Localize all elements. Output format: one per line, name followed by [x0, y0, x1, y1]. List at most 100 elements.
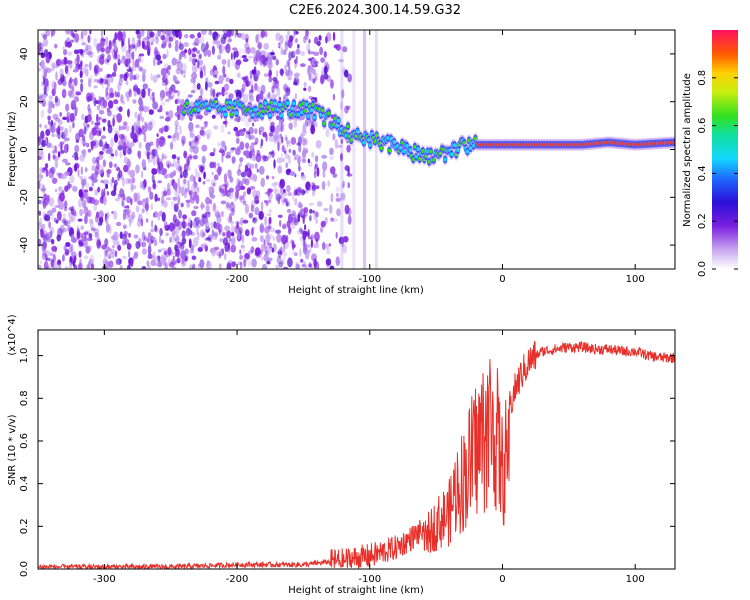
spectrogram-cell [213, 147, 216, 153]
spectrogram-cell [96, 239, 102, 249]
spectrogram-cell [221, 140, 226, 148]
spectrogram-cell [290, 136, 297, 145]
spectrogram-cell [184, 33, 189, 39]
spectrogram-cell [111, 176, 115, 184]
spectrogram-cell [108, 260, 114, 268]
spectrogram-cell [273, 159, 276, 169]
spectrogram-cell [259, 250, 263, 255]
spectrogram-cell [41, 223, 46, 230]
spectrogram-cell [172, 74, 177, 82]
spectrogram-cell [66, 143, 69, 153]
spectrogram-cell [143, 178, 147, 188]
spectrogram-cell [139, 110, 142, 120]
spectrogram-cell [71, 82, 75, 93]
spectrogram-cell [271, 175, 275, 180]
spectrogram-cell [158, 136, 164, 147]
spectrogram-cell [252, 53, 256, 62]
spectrogram-cell [41, 241, 46, 252]
spectrogram-cell [241, 233, 245, 244]
spectrogram-cell [121, 55, 126, 60]
spectrogram-cell [221, 248, 225, 255]
spectrogram-cell [172, 255, 175, 261]
spectrogram-cell [198, 59, 204, 66]
ridge-peak [266, 105, 271, 110]
spectrogram-cell [315, 211, 319, 218]
spectrogram-cell [295, 264, 300, 269]
spectrogram-cell [70, 233, 75, 243]
spectrogram-cell [320, 74, 325, 85]
spectrogram-cell [66, 60, 73, 65]
spectrogram-cell [122, 55, 126, 59]
ridge-peak [285, 101, 290, 106]
spectrogram-cell [268, 132, 274, 137]
spectrogram-cell [213, 69, 219, 75]
spectrogram-cell [248, 89, 254, 93]
spectrogram-cell [135, 205, 140, 213]
spectrogram-cell [98, 95, 102, 101]
spectrogram-cell [179, 167, 183, 176]
spectrogram-cell [45, 82, 49, 88]
spectrogram-cell [245, 130, 251, 135]
spectrogram-cell [222, 231, 226, 237]
spectrogram-cell [223, 73, 227, 78]
spectrogram-cell [85, 68, 89, 77]
spectrogram-cell [61, 190, 65, 196]
spectrogram-cell [267, 56, 273, 64]
spectrogram-cell [254, 82, 258, 91]
spectrogram-cell [281, 122, 285, 132]
ridge-peak [368, 143, 373, 148]
spectrogram-cell [267, 191, 273, 201]
spectrogram-cell [299, 63, 306, 68]
spectrogram-cell [217, 142, 222, 147]
spectrogram-cell [190, 244, 195, 251]
spectrogram-cell [118, 106, 123, 113]
spectrogram-cell [130, 131, 135, 139]
spectrogram-cell [203, 69, 206, 77]
spectrogram-cell [300, 50, 306, 57]
spectrogram-cell [115, 167, 121, 172]
spectrogram-cell [342, 235, 349, 243]
spectrogram-cell [208, 30, 212, 34]
spectrogram-cell [71, 78, 74, 83]
spectrogram-cell [156, 133, 159, 138]
spectrogram-cell [180, 69, 183, 76]
snr-y-multiplier: (x10^4) [7, 314, 18, 355]
spectrogram-cell [180, 232, 186, 238]
spectrogram-cell [66, 41, 72, 48]
spectrogram-cell [286, 60, 290, 68]
spectrogram-cell [264, 216, 267, 226]
spectrogram-cell [230, 225, 235, 233]
spectrogram-cell [285, 200, 289, 207]
spectrogram-cell [151, 37, 156, 43]
spectrogram-cell [286, 168, 292, 173]
spectrogram-cell [260, 31, 264, 39]
spectrogram-cell [52, 103, 55, 109]
spectrogram-cell [281, 224, 287, 230]
spectrogram-cell [118, 139, 125, 148]
spectrogram-cell [230, 231, 235, 237]
spectrogram-cell [145, 142, 151, 151]
spectrogram-cell [113, 99, 119, 105]
spectrogram-cell [123, 164, 129, 173]
spectrogram-cell [325, 258, 332, 266]
spectrogram-cell [191, 255, 197, 261]
spectrogram-cell [133, 90, 137, 97]
ridge-peak [672, 140, 675, 145]
spectrogram-cell [294, 157, 297, 161]
spectrogram-cell [227, 249, 231, 253]
spectrogram-cell [309, 208, 313, 214]
spectrogram-cell [189, 145, 195, 153]
spectrogram-cell [230, 201, 234, 205]
spectrogram-cell [136, 39, 141, 48]
spectrogram-cell [155, 159, 159, 165]
spectrogram-cell [199, 88, 204, 97]
spectrogram-cell [82, 195, 89, 204]
spectrogram-cell [134, 195, 139, 203]
spectrogram-cell [292, 193, 295, 202]
spectrogram-cell [332, 173, 338, 178]
spectrogram-cell [266, 213, 272, 217]
spectrogram-cell [263, 43, 269, 50]
spectrogram-cell [80, 225, 85, 231]
spectrogram-cell [80, 166, 84, 176]
spectrogram-cell [140, 218, 144, 227]
